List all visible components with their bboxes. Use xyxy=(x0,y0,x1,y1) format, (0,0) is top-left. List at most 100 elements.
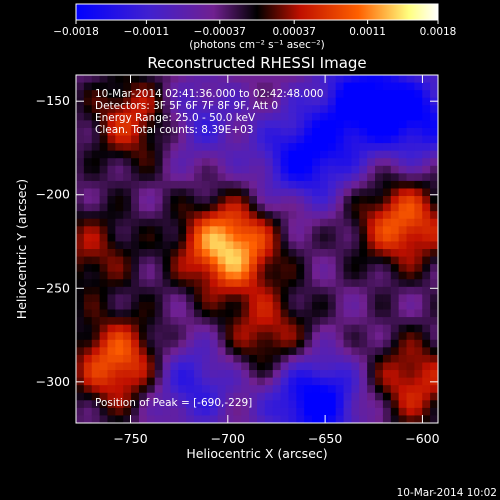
heatmap-cell xyxy=(375,301,384,311)
heatmap-cell xyxy=(430,127,438,137)
heatmap-cell xyxy=(178,82,187,91)
heatmap-cell xyxy=(99,385,109,394)
heatmap-cell xyxy=(201,400,211,409)
heatmap-cell xyxy=(430,112,438,121)
heatmap-cell xyxy=(288,294,297,303)
heatmap-cell xyxy=(367,370,376,379)
heatmap-cell xyxy=(249,362,258,371)
heatmap-cell xyxy=(201,324,211,333)
heatmap-cell xyxy=(83,279,93,288)
heatmap-cell xyxy=(138,286,148,295)
heatmap-cell xyxy=(162,82,172,91)
heatmap-cell xyxy=(327,415,337,423)
heatmap-cell xyxy=(146,317,156,326)
heatmap-cell xyxy=(343,309,353,318)
heatmap-cell xyxy=(264,241,274,250)
heatmap-cell xyxy=(91,150,101,159)
heatmap-cell xyxy=(375,309,384,318)
heatmap-cell xyxy=(99,264,109,273)
heatmap-cell xyxy=(91,203,101,212)
heatmap-cell xyxy=(430,339,438,348)
heatmap-cell xyxy=(241,415,250,423)
heatmap-cell xyxy=(170,271,179,280)
heatmap-cell xyxy=(390,143,400,152)
heatmap-cell xyxy=(178,347,187,356)
heatmap-cell xyxy=(257,294,266,303)
heatmap-cell xyxy=(375,90,384,99)
heatmap-cell xyxy=(359,279,368,288)
heatmap-cell xyxy=(319,385,329,394)
colorbar-tick-label: 0.00037 xyxy=(272,26,315,38)
heatmap-cell xyxy=(154,294,164,303)
heatmap-cell xyxy=(154,173,164,182)
heatmap-cell xyxy=(414,279,423,288)
heatmap-cell xyxy=(327,324,337,333)
heatmap-cell xyxy=(390,75,400,84)
heatmap-cell xyxy=(375,143,384,152)
heatmap-cell xyxy=(209,196,219,205)
heatmap-cell xyxy=(138,347,148,356)
heatmap-cell xyxy=(375,158,384,167)
heatmap-cell xyxy=(225,143,234,152)
heatmap-cell xyxy=(91,105,101,114)
heatmap-cell xyxy=(178,173,187,182)
colorbar-tick-label: −0.0018 xyxy=(53,26,99,38)
heatmap-cell xyxy=(115,354,124,364)
heatmap-cell xyxy=(138,165,148,174)
heatmap-cell xyxy=(154,324,164,333)
heatmap-cell xyxy=(186,264,195,273)
heatmap-cell xyxy=(319,180,329,190)
heatmap-cell xyxy=(398,211,408,220)
heatmap-cell xyxy=(154,249,164,258)
heatmap-cell xyxy=(76,218,85,227)
heatmap-cell xyxy=(170,309,179,318)
heatmap-cell xyxy=(123,143,132,152)
heatmap-cell xyxy=(359,165,368,174)
heatmap-cell xyxy=(138,158,148,167)
heatmap-cell xyxy=(319,332,329,341)
heatmap-cell xyxy=(367,233,376,243)
heatmap-cell xyxy=(138,120,148,129)
heatmap-cell xyxy=(162,150,172,159)
heatmap-cell xyxy=(154,203,164,212)
heatmap-cell xyxy=(312,75,321,84)
heatmap-cell xyxy=(99,112,109,121)
heatmap-cell xyxy=(382,370,392,379)
heatmap-cell xyxy=(217,188,227,197)
heatmap-cell xyxy=(296,196,305,205)
heatmap-cell xyxy=(131,407,140,417)
heatmap-cell xyxy=(398,233,408,243)
heatmap-cell xyxy=(83,150,93,159)
heatmap-cell xyxy=(241,90,250,99)
heatmap-cell xyxy=(83,241,93,250)
heatmap-cell xyxy=(201,415,211,423)
heatmap-cell xyxy=(257,377,266,386)
y-tick-label: −200 xyxy=(36,187,70,202)
heatmap-cell xyxy=(343,264,353,273)
heatmap-cell xyxy=(296,370,305,379)
heatmap-cell xyxy=(162,165,172,174)
heatmap-cell xyxy=(430,400,438,409)
heatmap-cell xyxy=(414,173,423,182)
heatmap-cell xyxy=(272,75,282,84)
heatmap-cell xyxy=(398,339,408,348)
heatmap-cell xyxy=(209,105,219,114)
heatmap-cell xyxy=(430,82,438,91)
heatmap-cell xyxy=(99,82,109,91)
annotation-time: 10-Mar-2014 02:41:36.000 to 02:42:48.000 xyxy=(95,88,323,100)
heatmap-cell xyxy=(233,203,242,212)
heatmap-cell xyxy=(178,120,187,129)
heatmap-cell xyxy=(304,354,313,364)
heatmap-cell xyxy=(335,82,345,91)
heatmap-cell xyxy=(406,226,415,235)
heatmap-cell xyxy=(209,271,219,280)
heatmap-cell xyxy=(131,143,140,152)
heatmap-cell xyxy=(83,286,93,295)
heatmap-cell xyxy=(186,256,195,265)
heatmap-cell xyxy=(225,180,234,190)
heatmap-cell xyxy=(257,203,266,212)
heatmap-cell xyxy=(170,362,179,371)
heatmap-cell xyxy=(146,392,156,401)
heatmap-cell xyxy=(115,332,124,341)
heatmap-cell xyxy=(107,339,116,348)
